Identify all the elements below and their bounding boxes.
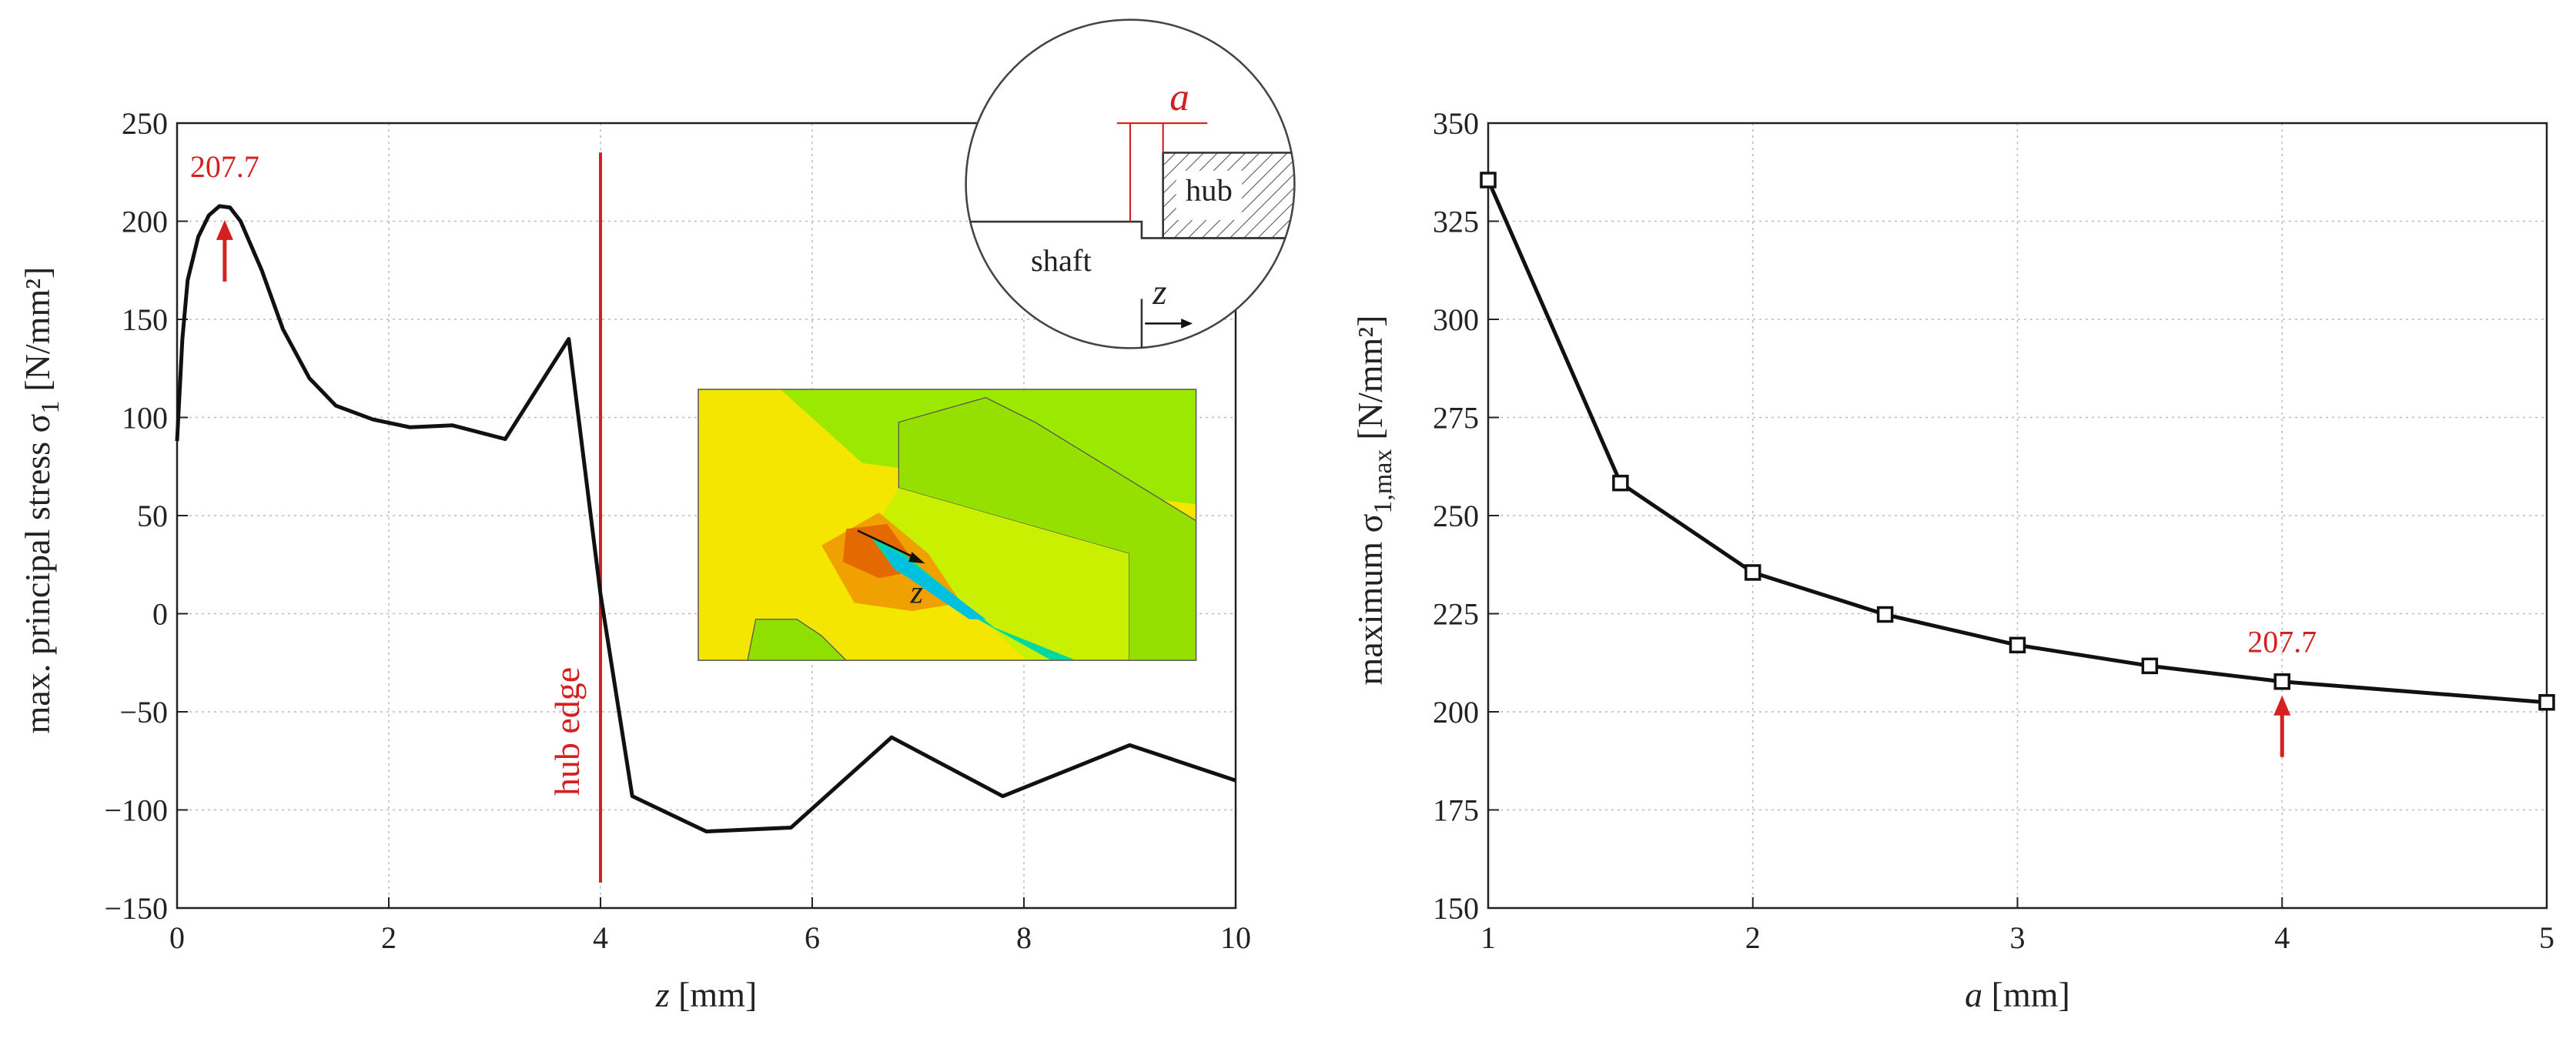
x-axis-label: a [mm]: [1965, 975, 2070, 1014]
plot-frame: [1487, 122, 2548, 910]
x-axis-unit: [mm]: [678, 975, 757, 1014]
y-tick-label: 325: [1433, 205, 1479, 239]
plot-frame: [176, 122, 1237, 910]
y-tick-label: 200: [122, 205, 168, 239]
x-axis-unit: [mm]: [1992, 975, 2070, 1014]
x-tick-label: 8: [1016, 920, 1032, 955]
y-tick-label: 0: [152, 597, 168, 632]
y-tick-label: 225: [1433, 597, 1479, 632]
y-axis-unit: [N/mm²]: [1350, 315, 1390, 440]
x-tick-label: 3: [2010, 920, 2026, 955]
data-marker: [1480, 172, 1497, 189]
data-marker: [1745, 564, 1761, 581]
plots: −150 −100 −50 0 50 100 150 200 250 0 2 4 6 8 10 hub edg…: [18, 106, 2555, 1014]
annotation-arrowhead: [216, 219, 233, 240]
x-tick-label: 4: [593, 920, 608, 955]
data-line: [1486, 179, 2548, 705]
x-tick-label: 0: [169, 920, 185, 955]
x-tick-label: 6: [805, 920, 820, 955]
y-axis-text: max. principal stress σ: [18, 413, 57, 733]
data-marker: [1612, 474, 1629, 492]
fem-inset: z: [698, 389, 1197, 661]
y-axis-label: maximum σ1,max [N/mm²]: [1350, 315, 1397, 686]
data-marker: [2538, 694, 2555, 711]
inset-a: a: [1169, 75, 1189, 119]
annotation-label: 207.7: [2247, 625, 2317, 659]
x-tick-label: 2: [1745, 920, 1761, 955]
geometry-inset: a hub shaft z: [965, 18, 1296, 349]
x-tick-label: 1: [1480, 920, 1496, 955]
y-axis-text: maximum σ: [1350, 513, 1390, 685]
y-tick-label: 200: [1433, 695, 1479, 729]
fem-z: z: [910, 574, 924, 610]
y-tick-label: 300: [1433, 302, 1479, 337]
y-axis-label: max. principal stress σ1 [N/mm²]: [18, 267, 65, 734]
y-tick-label: −100: [104, 793, 168, 828]
y-tick-label: 350: [1433, 106, 1479, 141]
y-tick-label: 50: [137, 499, 168, 533]
data-line: [175, 204, 1236, 834]
inset-z: z: [1152, 272, 1166, 312]
x-axis-var: z: [655, 975, 670, 1014]
hub-edge-label: hub edge: [547, 667, 587, 796]
y-axis-sub: 1: [36, 401, 65, 414]
data-marker: [2009, 636, 2026, 654]
y-tick-label: 250: [1433, 499, 1479, 533]
data-marker: [2141, 657, 2159, 675]
x-axis-label: z [mm]: [655, 975, 758, 1014]
y-tick-label: −50: [119, 695, 168, 729]
data-marker: [1876, 606, 1894, 623]
y-axis-unit: [N/mm²]: [18, 267, 57, 392]
annotation-arrowhead: [2273, 695, 2291, 716]
y-tick-label: 175: [1433, 793, 1479, 828]
inset-shaft: shaft: [1031, 243, 1092, 278]
x-axis-var: a: [1965, 975, 1982, 1014]
y-axis-sub: 1,max: [1369, 449, 1397, 514]
x-tick-label: 10: [1220, 920, 1251, 955]
y-tick-label: 150: [1433, 891, 1479, 926]
annotation-label: 207.7: [190, 149, 259, 184]
y-tick-label: 150: [122, 302, 168, 337]
y-tick-label: 250: [122, 106, 168, 141]
inset-hub: hub: [1186, 172, 1233, 207]
y-tick-label: −150: [104, 891, 168, 926]
y-tick-label: 275: [1433, 401, 1479, 436]
x-tick-label: 4: [2274, 920, 2290, 955]
fem-z-arrow: [857, 529, 918, 559]
y-tick-label: 100: [122, 401, 168, 436]
data-marker: [2273, 673, 2290, 690]
x-tick-label: 5: [2539, 920, 2554, 955]
x-tick-label: 2: [381, 920, 396, 955]
